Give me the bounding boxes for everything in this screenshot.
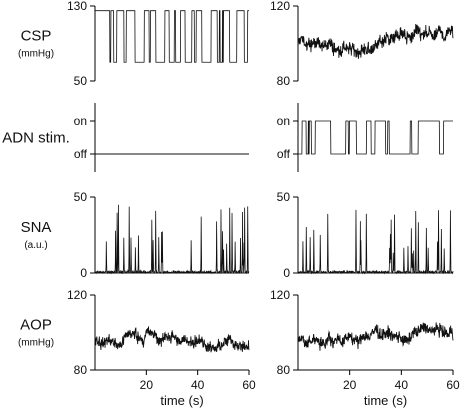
csp-right-trace [297, 23, 454, 59]
sna-right-ytick-label-0: 50 [277, 190, 291, 204]
aop-left-xtick-label-1: 40 [191, 378, 205, 392]
sna-left-ytick-label-1: 0 [80, 266, 87, 280]
aop-right-ytick-label-0: 120 [270, 288, 290, 302]
csp-right-ytick-label-0: 120 [270, 0, 290, 13]
row-label-csp: CSP [21, 28, 52, 45]
aop-right-xlabel: time (s) [364, 393, 407, 408]
csp-right-ytick-label-1: 80 [277, 74, 291, 88]
sna-right-trace [297, 209, 454, 275]
row-label-sna: SNA [21, 219, 52, 236]
csp-left-ytick-label-0: 130 [67, 0, 87, 13]
aop-left-ytick-label-1: 80 [74, 363, 88, 377]
aop-right-xtick-label-2: 60 [446, 378, 460, 392]
csp-left-ytick-label-1: 50 [74, 74, 88, 88]
aop-left-xtick-label-0: 20 [140, 378, 154, 392]
aop-left-trace [94, 326, 250, 353]
aop-right-xtick-label-1: 40 [395, 378, 409, 392]
aop-left-xlabel: time (s) [160, 393, 203, 408]
row-unit-csp: (mmHg) [18, 49, 54, 60]
adn-right-ytick-label-0: on [277, 114, 290, 128]
row-label-adn: ADN stim. [2, 130, 70, 147]
adn-left-ytick-label-1: off [74, 147, 88, 161]
aop-right-trace [297, 322, 454, 351]
aop-right-ytick-label-1: 80 [277, 363, 291, 377]
sna-left-ytick-label-0: 50 [74, 190, 88, 204]
adn-right-ytick-label-1: off [277, 147, 291, 161]
aop-right-xtick-label-0: 20 [343, 378, 357, 392]
row-unit-aop: (mmHg) [18, 338, 54, 349]
adn-right-trace [298, 120, 453, 155]
csp-left-trace [95, 10, 249, 63]
sna-right-ytick-label-1: 0 [283, 266, 290, 280]
adn-left-ytick-label-0: on [74, 114, 87, 128]
row-label-aop: AOP [20, 317, 52, 334]
sna-left-trace [94, 204, 250, 275]
row-unit-sna: (a.u.) [24, 240, 47, 251]
aop-left-xtick-label-2: 60 [242, 378, 256, 392]
aop-left-ytick-label-0: 120 [67, 288, 87, 302]
